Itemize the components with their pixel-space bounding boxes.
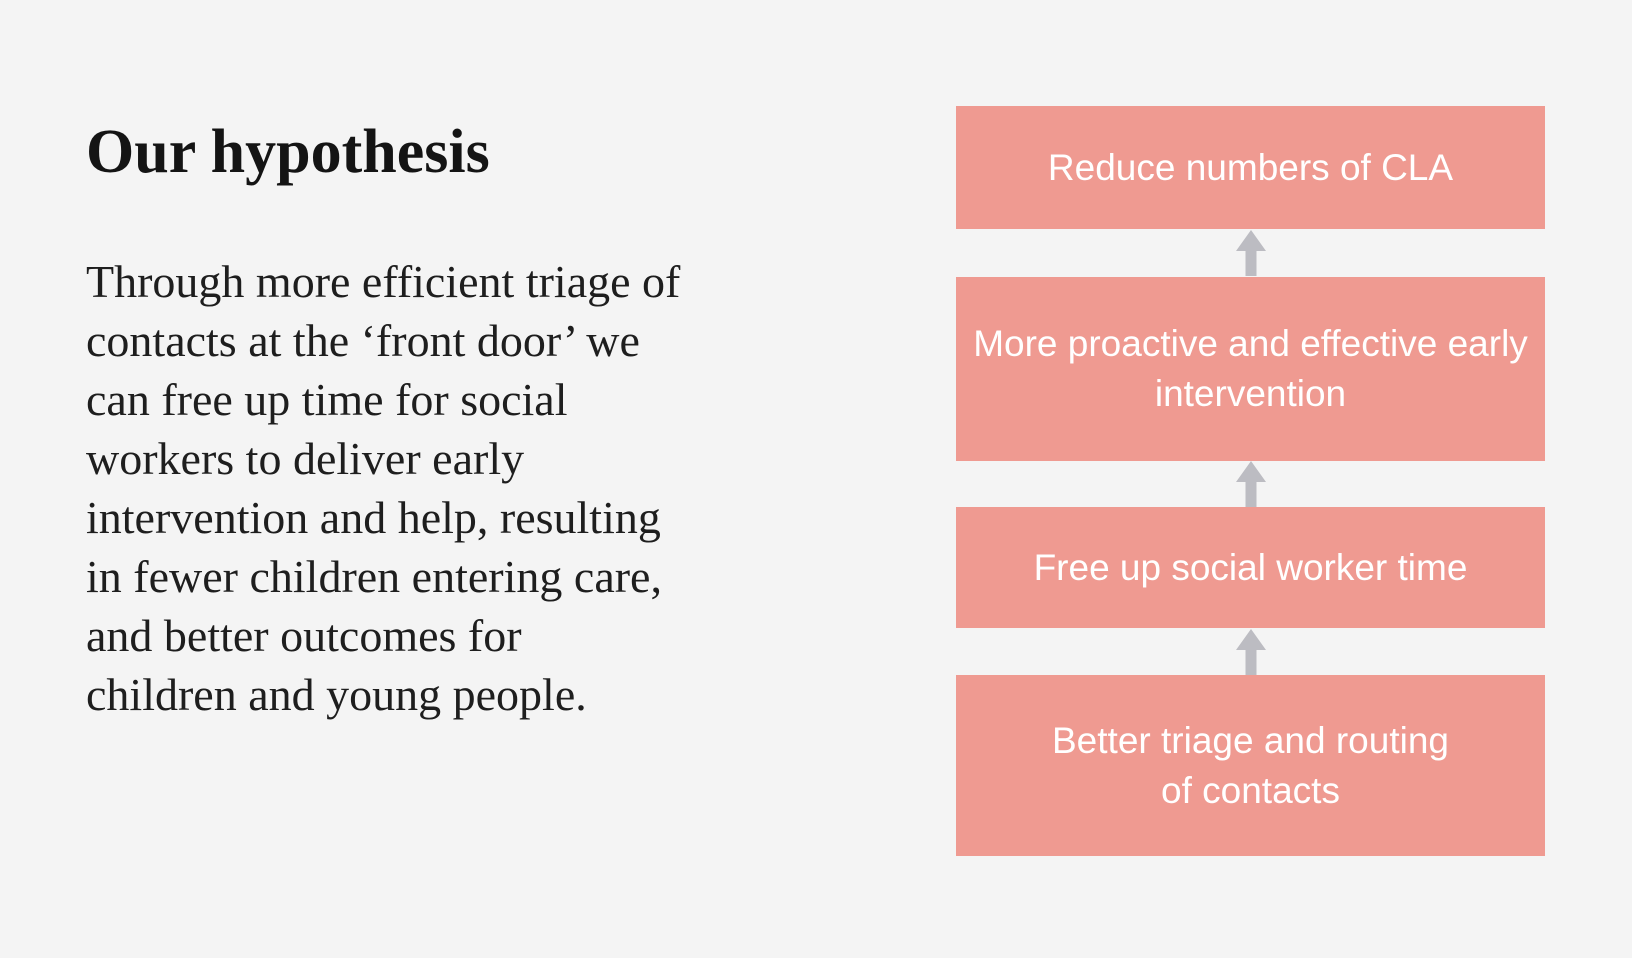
flow-box-label: Free up social worker time bbox=[1033, 546, 1468, 588]
text-column: Our hypothesis Through more efficient tr… bbox=[86, 117, 796, 724]
up-arrow-icon bbox=[1235, 461, 1266, 507]
flow-box-label: More proactive and effective early inter… bbox=[973, 323, 1528, 414]
flow-diagram: Reduce numbers of CLA More proactive and… bbox=[956, 106, 1545, 856]
up-arrow-icon bbox=[1235, 230, 1266, 276]
flow-box-free-up-time: Free up social worker time bbox=[956, 507, 1545, 628]
flow-box-reduce-cla: Reduce numbers of CLA bbox=[956, 106, 1545, 229]
up-arrow-icon bbox=[1235, 628, 1266, 675]
flow-box-label: Better triage and routing of contacts bbox=[1052, 719, 1449, 811]
arrow-gap bbox=[956, 461, 1545, 507]
flow-box-better-triage: Better triage and routing of contacts bbox=[956, 675, 1545, 856]
flow-box-label: Reduce numbers of CLA bbox=[1047, 146, 1454, 188]
hypothesis-paragraph: Through more efficient triage of contact… bbox=[86, 256, 681, 720]
flow-box-early-intervention: More proactive and effective early inter… bbox=[956, 277, 1545, 461]
slide-title: Our hypothesis bbox=[86, 118, 490, 186]
arrow-gap bbox=[956, 628, 1545, 675]
arrow-gap bbox=[956, 229, 1545, 277]
